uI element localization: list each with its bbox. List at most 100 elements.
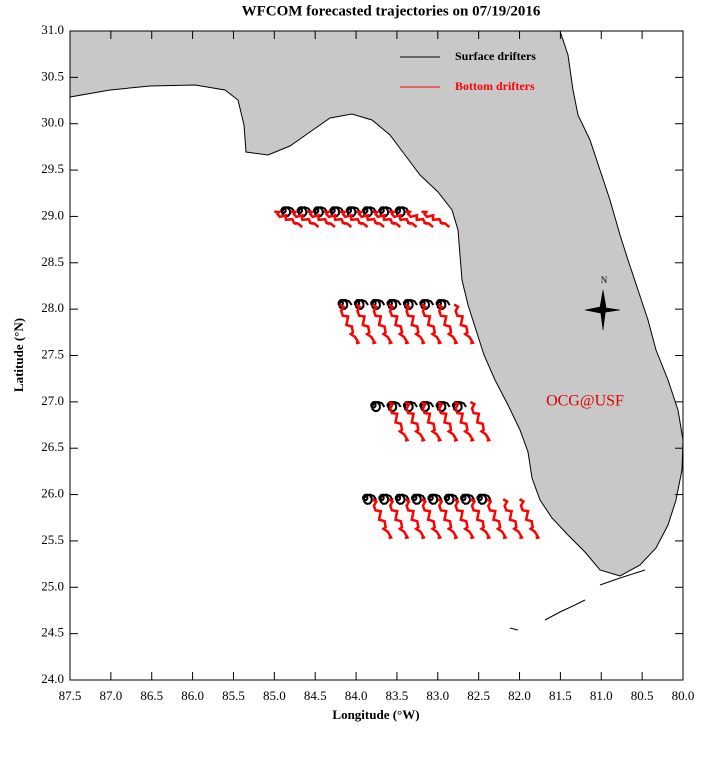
- bottom-trajectory: [437, 303, 459, 345]
- y-tick-label: 28.0: [41, 300, 64, 315]
- y-tick-label: 24.5: [41, 625, 64, 640]
- y-tick-label: 25.5: [41, 532, 64, 547]
- x-tick-label: 80.0: [672, 688, 695, 703]
- bottom-trajectory: [388, 400, 410, 442]
- surface-trajectory: [378, 493, 394, 505]
- surface-trajectory: [312, 206, 328, 218]
- bottom-trajectory: [323, 210, 353, 228]
- x-tick-label: 83.0: [426, 688, 449, 703]
- surface-trajectory: [370, 400, 386, 413]
- bottom-trajectory: [356, 210, 385, 228]
- surface-trajectory: [443, 493, 459, 505]
- bottom-trajectory: [453, 498, 475, 540]
- bottom-trajectory: [437, 498, 459, 540]
- compass: [584, 289, 621, 331]
- y-axis-title: Latitude (°N): [11, 318, 26, 392]
- surface-trajectory: [419, 298, 435, 311]
- compass-label: N: [601, 275, 608, 285]
- y-tick-label: 28.5: [41, 254, 64, 269]
- surface-trajectory: [378, 206, 394, 218]
- legend-label: Bottom drifters: [455, 79, 535, 93]
- x-tick-label: 81.5: [549, 688, 572, 703]
- x-tick-label: 81.0: [590, 688, 613, 703]
- surface-trajectory: [370, 298, 386, 311]
- surface-trajectory: [410, 493, 427, 505]
- x-tick-label: 85.5: [222, 688, 245, 703]
- x-tick-label: 84.0: [345, 688, 368, 703]
- y-tick-label: 29.0: [41, 207, 64, 222]
- x-tick-label: 82.0: [508, 688, 531, 703]
- bottom-trajectory: [290, 210, 320, 228]
- surface-trajectory: [361, 493, 378, 505]
- x-tick-label: 87.0: [99, 688, 122, 703]
- bottom-trajectory: [371, 498, 394, 540]
- y-tick-label: 26.5: [41, 439, 64, 454]
- y-tick-label: 29.5: [41, 161, 64, 176]
- y-tick-label: 24.0: [41, 671, 64, 686]
- keys: [509, 569, 646, 631]
- bottom-trajectory: [371, 303, 394, 345]
- bottom-trajectory: [453, 303, 475, 345]
- land: [69, 30, 684, 577]
- bottom-trajectory: [469, 400, 492, 442]
- bottom-trajectory: [404, 498, 426, 540]
- bottom-trajectory: [388, 303, 410, 345]
- surface-trajectory: [435, 298, 451, 311]
- bottom-trajectory: [355, 303, 377, 345]
- bottom-trajectory: [339, 210, 369, 228]
- x-tick-label: 83.5: [386, 688, 409, 703]
- surface-trajectory: [337, 298, 353, 311]
- bottom-trajectory: [420, 498, 443, 540]
- x-tick-label: 85.0: [263, 688, 286, 703]
- y-tick-label: 31.0: [41, 22, 64, 37]
- legend-label: Surface drifters: [455, 49, 536, 63]
- y-tick-label: 27.0: [41, 393, 64, 408]
- surface-trajectory: [394, 493, 410, 505]
- bottom-trajectory: [274, 210, 304, 228]
- x-tick-label: 84.5: [304, 688, 327, 703]
- bottom-trajectory: [339, 303, 361, 345]
- x-tick-label: 87.5: [59, 688, 82, 703]
- surface-trajectory: [402, 298, 418, 311]
- x-axis-title: Longitude (°W): [332, 707, 419, 722]
- y-tick-label: 27.5: [41, 346, 64, 361]
- bottom-trajectory: [404, 303, 426, 345]
- annotation: OCG@USF: [546, 393, 624, 410]
- x-tick-label: 86.0: [181, 688, 204, 703]
- x-tick-label: 82.5: [467, 688, 490, 703]
- surface-trajectory: [394, 206, 410, 218]
- bottom-trajectory: [518, 498, 541, 540]
- bottom-trajectory: [469, 498, 492, 540]
- surface-trajectory: [345, 206, 361, 218]
- bottom-trajectory: [404, 400, 426, 442]
- surface-trajectory: [353, 298, 369, 311]
- bottom-trajectory: [453, 400, 475, 442]
- bottom-trajectory: [388, 210, 418, 228]
- bottom-trajectory: [420, 400, 443, 442]
- bottom-trajectory: [388, 498, 410, 540]
- bottom-trajectory: [486, 498, 508, 540]
- surface-trajectory: [386, 298, 402, 311]
- y-tick-label: 26.0: [41, 486, 64, 501]
- y-tick-label: 25.0: [41, 578, 64, 593]
- bottom-trajectory: [502, 498, 524, 540]
- y-tick-label: 30.5: [41, 68, 64, 83]
- y-tick-label: 30.0: [41, 115, 64, 130]
- bottom-trajectory: [372, 210, 402, 228]
- chart-title: WFCOM forecasted trajectories on 07/19/2…: [242, 3, 541, 19]
- x-tick-label: 80.5: [631, 688, 654, 703]
- surface-trajectory: [296, 206, 312, 218]
- bottom-trajectory: [405, 210, 434, 228]
- bottom-trajectory: [306, 210, 336, 228]
- bottom-trajectory: [421, 210, 451, 228]
- surface-trajectory: [460, 493, 476, 505]
- bottom-trajectory: [420, 303, 443, 345]
- surface-trajectory: [280, 206, 296, 218]
- surface-trajectory: [476, 493, 492, 505]
- surface-trajectory: [329, 206, 345, 218]
- bottom-trajectory: [437, 400, 459, 442]
- surface-trajectory: [427, 493, 443, 505]
- surface-trajectory: [361, 206, 378, 218]
